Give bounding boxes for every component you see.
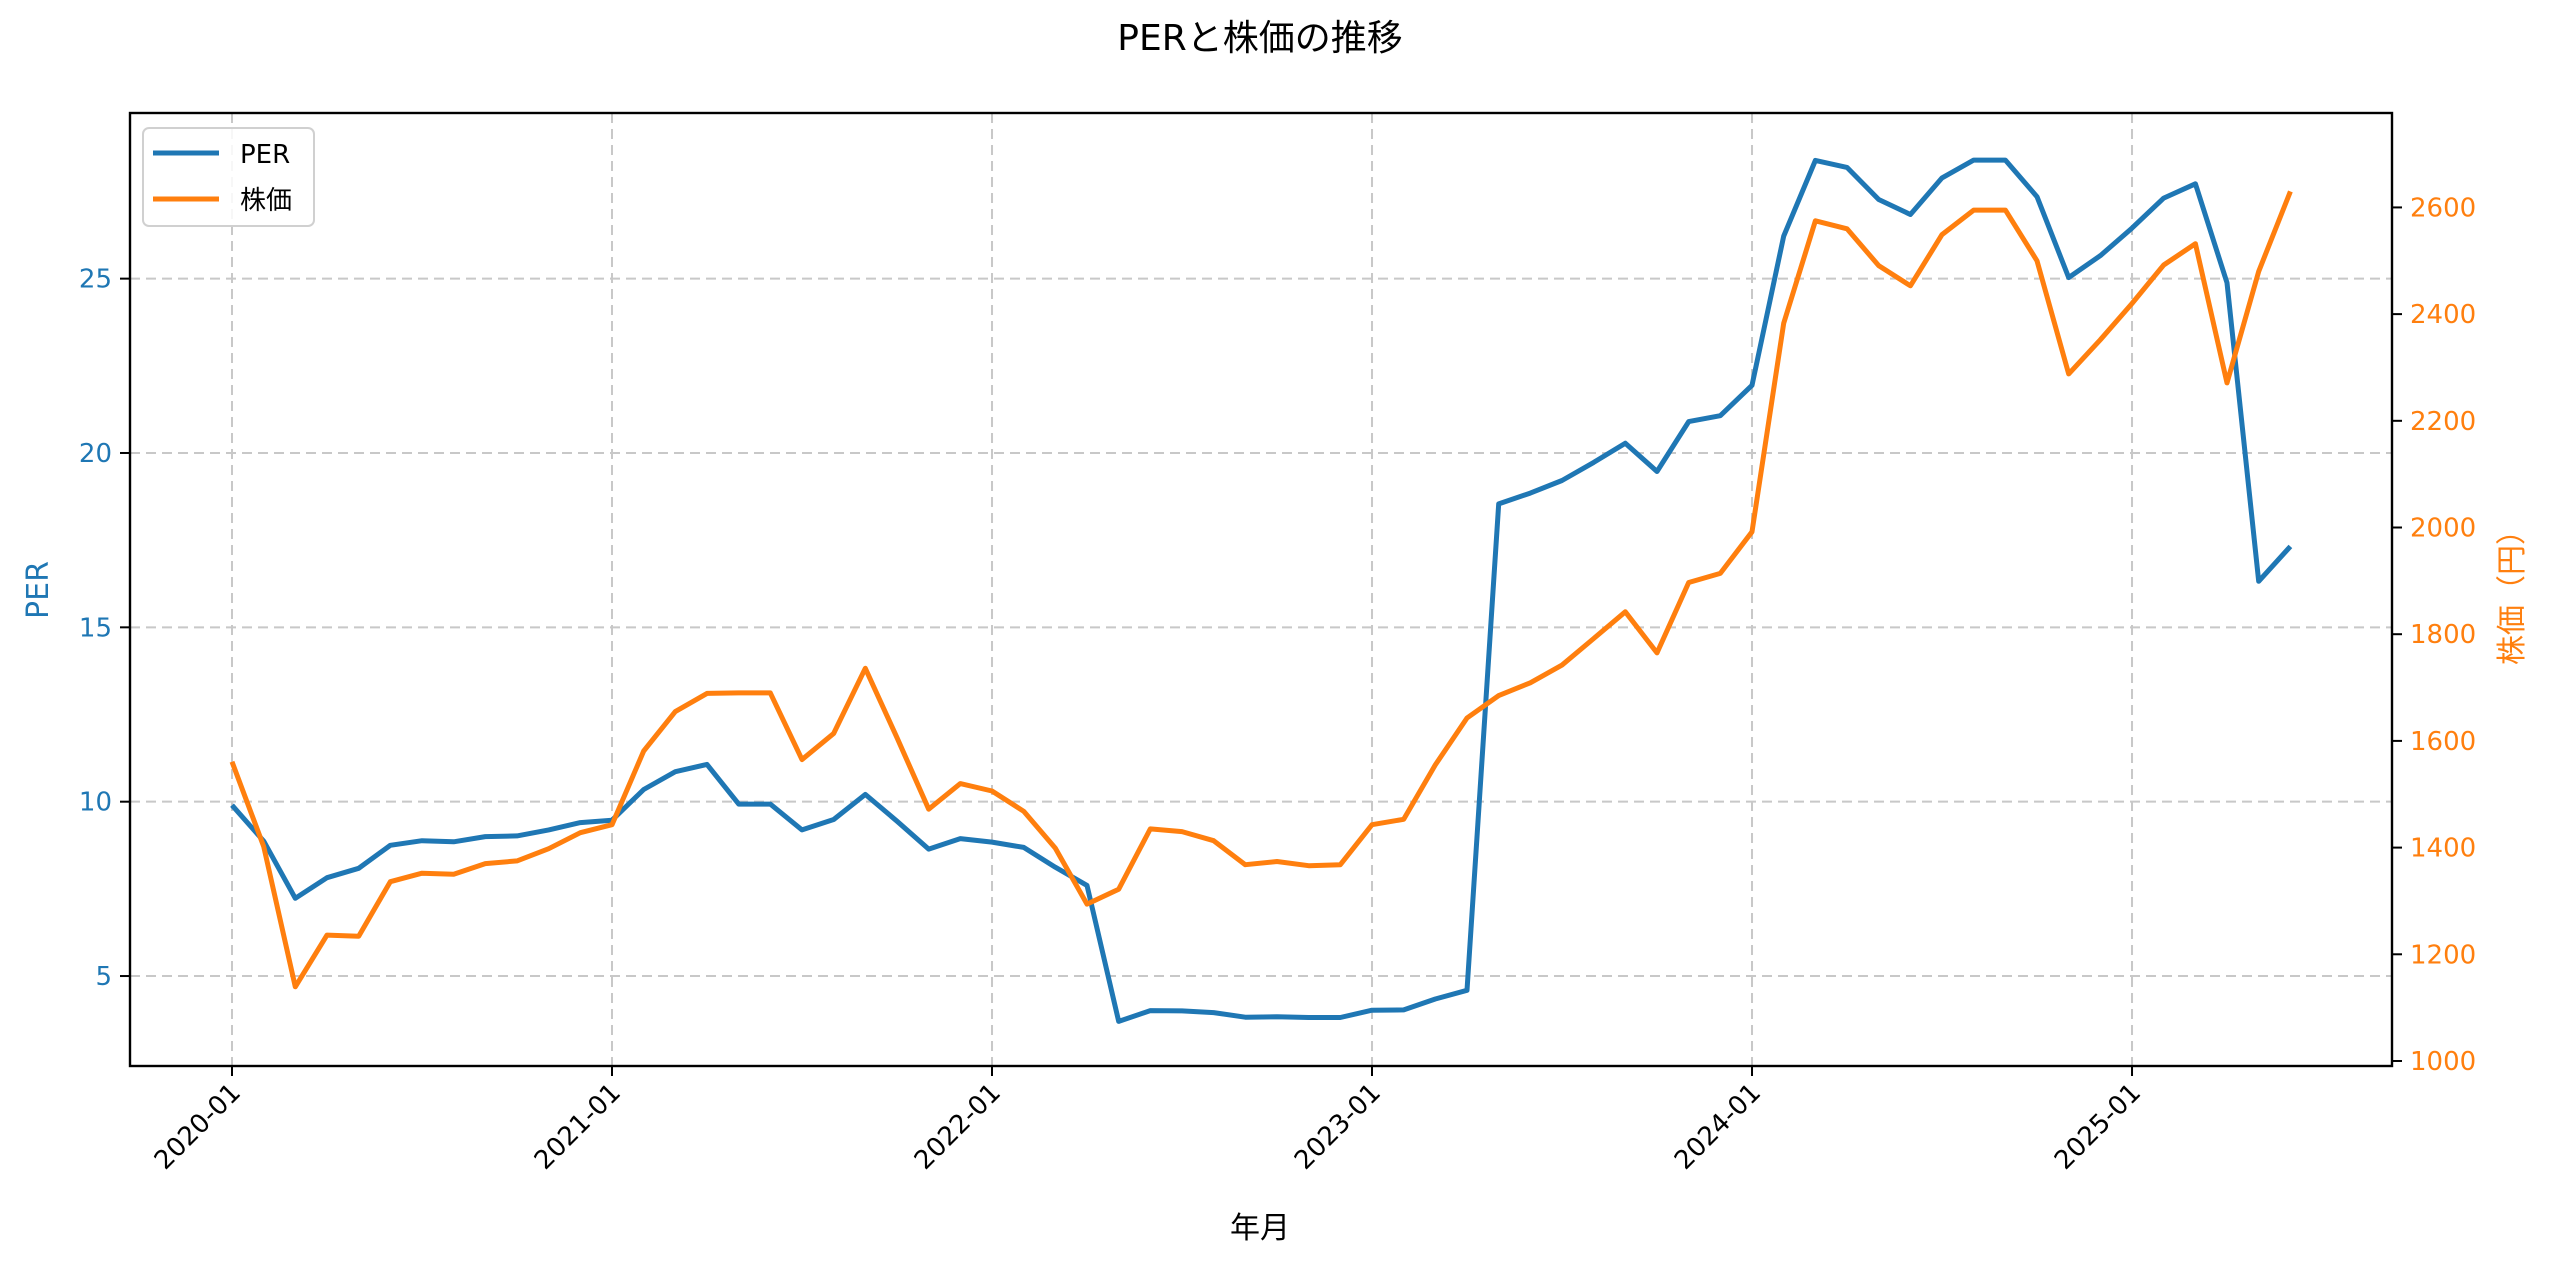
right-y-tick-label: 1600	[2410, 727, 2476, 757]
x-tick-label: 2025-01	[2049, 1078, 2147, 1176]
chart-title: PERと株価の推移	[1117, 18, 1402, 59]
price-line	[229, 190, 2293, 990]
left-y-tick-label: 25	[79, 265, 112, 295]
legend-label-price: 株価	[240, 186, 292, 216]
per-line	[230, 157, 2293, 1024]
legend-label-per: PER	[240, 140, 290, 170]
x-tick-label: 2023-01	[1289, 1078, 1387, 1176]
right-y-tick-label: 1400	[2410, 834, 2476, 864]
grid-lines	[130, 113, 2392, 1066]
right-y-tick-label: 2400	[2410, 300, 2476, 330]
right-y-tick-label: 1200	[2410, 940, 2476, 970]
left-y-axis: 5 10 15 20 25	[79, 265, 130, 992]
right-y-tick-label: 1800	[2410, 620, 2476, 650]
x-tick-label: 2020-01	[149, 1078, 247, 1176]
right-y-axis-label: 株価（円）	[2495, 515, 2530, 665]
x-tick-label: 2024-01	[1669, 1078, 1767, 1176]
x-tick-label: 2022-01	[909, 1078, 1007, 1176]
left-y-tick-label: 20	[79, 439, 112, 469]
right-y-tick-label: 1000	[2410, 1047, 2476, 1077]
left-y-axis-label: PER	[21, 561, 56, 619]
x-axis: 2020-01 2021-01 2022-01 2023-01 2024-01 2025-…	[149, 1066, 2147, 1176]
left-y-tick-label: 5	[95, 962, 112, 992]
left-y-tick-label: 15	[79, 613, 112, 643]
right-y-tick-label: 2600	[2410, 193, 2476, 223]
legend: PER 株価	[142, 127, 315, 227]
right-y-tick-label: 2000	[2410, 514, 2476, 544]
x-tick-label: 2021-01	[529, 1078, 627, 1176]
right-y-axis: 1000 1200 1400 1600 1800 2000 2200 2400 2600	[2392, 193, 2476, 1077]
plot-frame	[128, 111, 2394, 1068]
left-y-tick-label: 10	[79, 788, 112, 818]
x-axis-label: 年月	[1230, 1211, 1290, 1246]
right-y-tick-label: 2200	[2410, 407, 2476, 437]
data-series	[229, 157, 2293, 1024]
